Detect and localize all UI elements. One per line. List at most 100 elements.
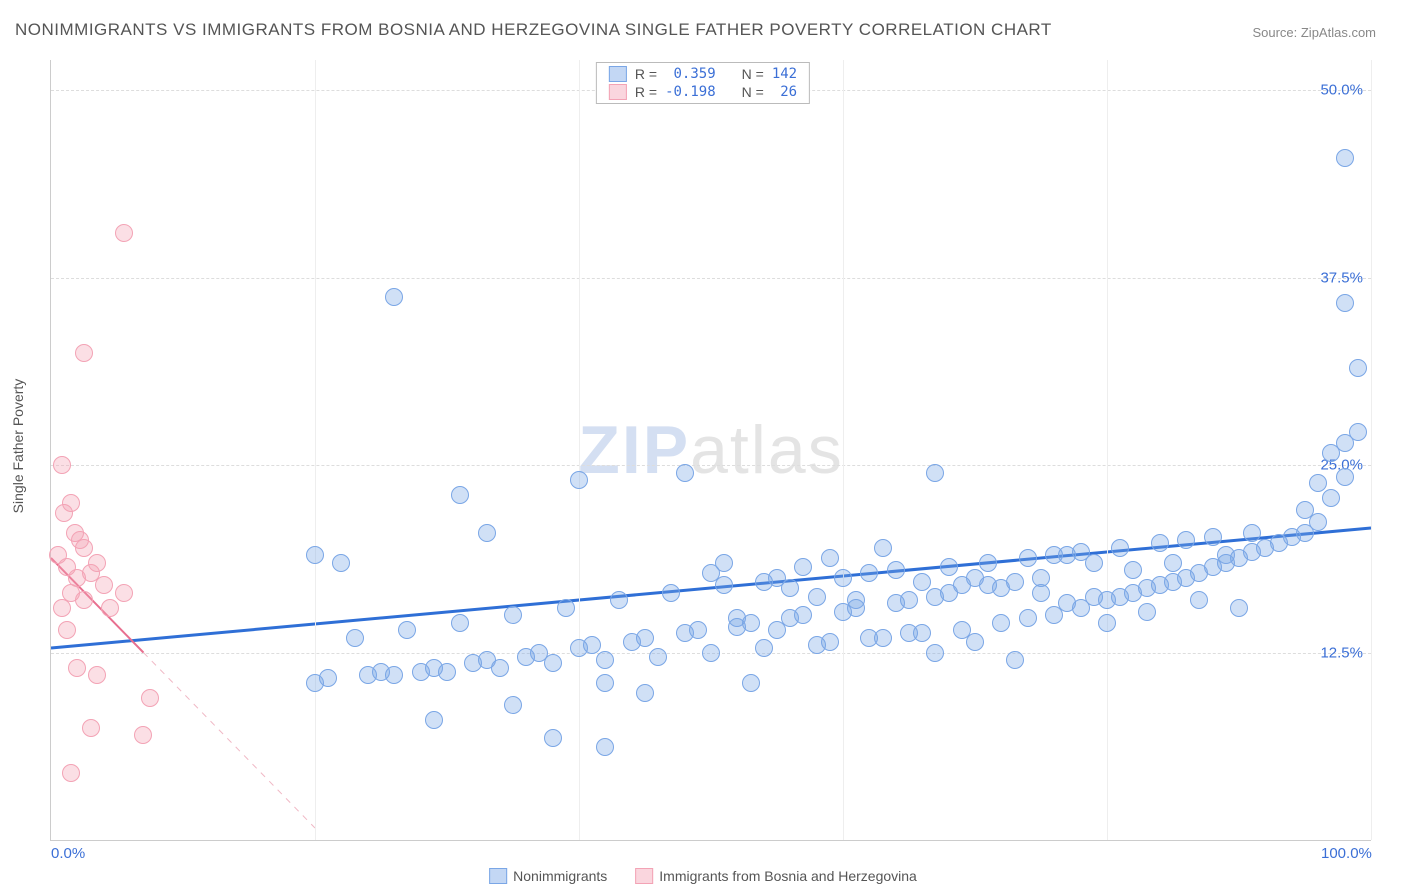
data-point [596,651,614,669]
data-point [53,599,71,617]
legend-swatch [489,868,507,884]
data-point [1072,543,1090,561]
data-point [332,554,350,572]
data-point [1322,489,1340,507]
scatter-plot: ZIPatlas 12.5%25.0%37.5%50.0%0.0%100.0% [50,60,1371,841]
data-point [926,644,944,662]
data-point [1019,609,1037,627]
data-point [847,591,865,609]
data-point [808,588,826,606]
data-point [385,288,403,306]
data-point [544,729,562,747]
data-point [755,639,773,657]
gridline-v [1371,60,1372,840]
data-point [781,579,799,597]
data-point [55,504,73,522]
gridline-v [579,60,580,840]
data-point [75,344,93,362]
data-point [926,588,944,606]
data-point [966,633,984,651]
data-point [1309,474,1327,492]
data-point [570,639,588,657]
data-point [1045,546,1063,564]
data-point [1190,591,1208,609]
data-point [874,539,892,557]
data-point [636,684,654,702]
data-point [794,558,812,576]
data-point [478,524,496,542]
data-point [1322,444,1340,462]
data-point [834,569,852,587]
data-point [887,561,905,579]
data-point [557,599,575,617]
data-point [755,573,773,591]
series-legend-label: Nonimmigrants [513,868,607,884]
data-point [1124,561,1142,579]
data-point [412,663,430,681]
source-label: Source: ZipAtlas.com [1252,25,1376,40]
data-point [115,224,133,242]
stats-legend-row: R =-0.198N = 26 [597,83,809,101]
data-point [728,609,746,627]
data-point [115,584,133,602]
legend-swatch [635,868,653,884]
data-point [874,629,892,647]
n-value: 26 [772,84,797,100]
data-point [860,564,878,582]
data-point [451,614,469,632]
series-legend: NonimmigrantsImmigrants from Bosnia and … [489,868,917,884]
data-point [992,579,1010,597]
data-point [702,644,720,662]
data-point [676,464,694,482]
data-point [517,648,535,666]
data-point [926,464,944,482]
data-point [88,554,106,572]
data-point [953,576,971,594]
trend-lines [51,60,1371,840]
data-point [1204,528,1222,546]
r-value: -0.198 [665,84,716,100]
data-point [1032,584,1050,602]
data-point [623,633,641,651]
data-point [1138,603,1156,621]
data-point [1336,468,1354,486]
data-point [768,621,786,639]
data-point [134,726,152,744]
data-point [1006,651,1024,669]
data-point [900,624,918,642]
data-point [1111,539,1129,557]
series-legend-item: Nonimmigrants [489,868,607,884]
data-point [451,486,469,504]
data-point [596,674,614,692]
data-point [1336,294,1354,312]
data-point [1098,614,1116,632]
gridline-v [843,60,844,840]
gridline-h [51,465,1371,466]
data-point [62,764,80,782]
r-label: R = [635,66,657,82]
n-label: N = [742,66,764,82]
data-point [425,711,443,729]
data-point [1019,549,1037,567]
data-point [88,666,106,684]
data-point [715,554,733,572]
y-tick-label: 37.5% [1320,269,1363,286]
n-value: 142 [772,66,797,82]
data-point [504,606,522,624]
data-point [992,614,1010,632]
y-tick-label: 12.5% [1320,644,1363,661]
y-axis-label: Single Father Poverty [10,379,26,514]
x-tick-label: 0.0% [51,845,85,862]
stats-legend: R = 0.359N =142R =-0.198N = 26 [596,62,810,104]
legend-swatch [609,66,627,82]
data-point [95,576,113,594]
data-point [979,554,997,572]
data-point [1217,546,1235,564]
data-point [398,621,416,639]
data-point [570,471,588,489]
data-point [306,546,324,564]
data-point [821,633,839,651]
data-point [676,624,694,642]
watermark: ZIPatlas [578,411,843,489]
data-point [1243,524,1261,542]
